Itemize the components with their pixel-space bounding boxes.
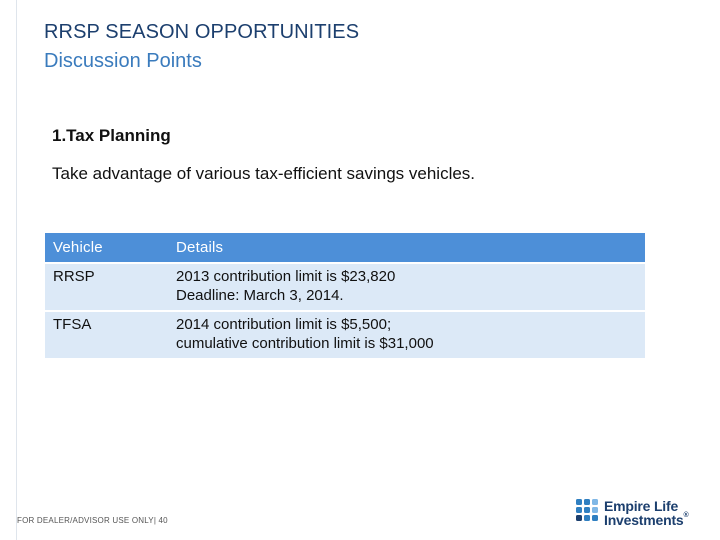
slide-title: RRSP SEASON OPPORTUNITIES	[44, 21, 360, 43]
savings-vehicle-table: Vehicle Details RRSP 2013 contribution l…	[45, 233, 645, 358]
detail-line: 2014 contribution limit is $5,500;	[176, 316, 392, 333]
left-margin-rule	[16, 0, 17, 540]
column-header-vehicle: Vehicle	[45, 233, 168, 263]
empire-life-logo: Empire Life Investments®	[576, 498, 702, 528]
logo-wordmark-line1: Empire Life	[604, 498, 679, 514]
detail-line: 2013 contribution limit is $23,820	[176, 268, 396, 285]
section-heading: 1.Tax Planning	[52, 126, 171, 145]
logo-wordmark-line2: Investments®	[604, 512, 689, 528]
column-header-details: Details	[168, 233, 645, 263]
vehicle-cell: RRSP	[45, 262, 168, 311]
table-header-row: Vehicle Details	[45, 233, 645, 263]
details-cell: 2014 contribution limit is $5,500; cumul…	[168, 310, 645, 358]
logo-mark-icon	[576, 499, 598, 521]
table-row: TFSA 2014 contribution limit is $5,500; …	[45, 310, 645, 358]
detail-line: cumulative contribution limit is $31,000	[176, 335, 434, 352]
details-cell: 2013 contribution limit is $23,820 Deadl…	[168, 262, 645, 311]
vehicle-cell: TFSA	[45, 310, 168, 358]
lead-text: Take advantage of various tax-efficient …	[52, 164, 476, 183]
detail-line: Deadline: March 3, 2014.	[176, 287, 344, 304]
footer-disclaimer: FOR DEALER/ADVISOR USE ONLY| 40	[17, 516, 168, 525]
slide-subtitle: Discussion Points	[44, 50, 202, 72]
table-row: RRSP 2013 contribution limit is $23,820 …	[45, 262, 645, 311]
